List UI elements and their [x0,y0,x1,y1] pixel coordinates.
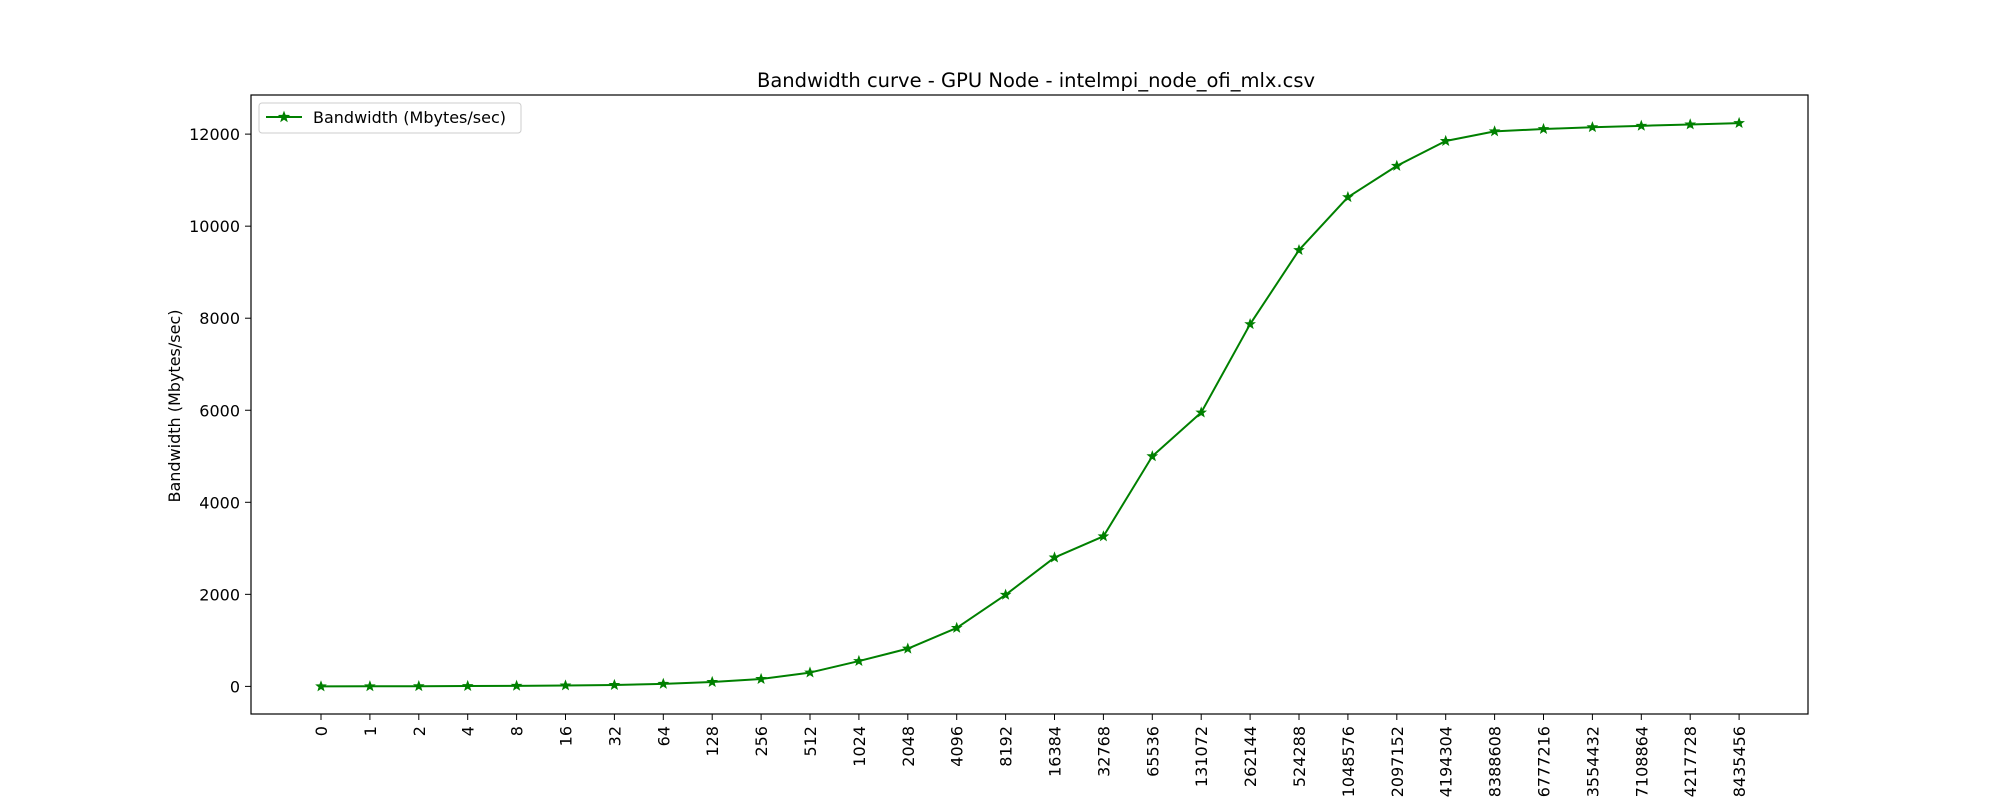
data-point [1635,119,1648,131]
x-tick-label: 8 [508,726,527,736]
data-point [1195,406,1208,418]
x-tick-label: 131072 [1192,726,1211,787]
x-tick-label: 32768 [1094,726,1113,777]
y-tick-label: 0 [230,677,240,696]
x-tick-label: 256 [752,726,771,757]
x-tick-label: 65536 [1143,726,1162,777]
data-point [1293,243,1305,256]
data-point [315,680,327,692]
x-tick-label: 2097152 [1388,726,1407,797]
data-point [461,679,474,692]
data-point [755,672,767,684]
legend-box [258,102,522,134]
data-point [412,680,425,692]
data-point [1684,118,1697,130]
x-tick-label: 1048576 [1339,726,1358,797]
legend: Bandwidth (Mbytes/sec) [258,102,522,134]
data-point [657,677,670,689]
x-tick-label: 4217728 [1681,726,1700,797]
y-tick-label: 4000 [199,493,240,512]
y-axis: 0 2000 4000 6000 8000 10000 12000 [189,125,251,696]
x-tick-label: 16 [557,726,576,746]
x-tick-label: 8192 [997,726,1016,767]
y-axis-label: Bandwidth (Mbytes/sec) [165,310,184,503]
series-line [320,122,1740,688]
x-tick-label: 7108864 [1632,726,1651,797]
x-axis: 0 1 2 4 8 16 32 64 128 256 512 1024 2048 4096 8192 1638… [312,714,1749,797]
data-point [364,680,376,692]
plot-area [250,94,1809,715]
x-tick-label: 4096 [948,726,967,767]
data-point [559,679,572,691]
data-point [901,642,914,654]
y-tick-label: 10000 [189,217,240,236]
x-tick-label: 3554432 [1583,726,1602,797]
data-point [1390,159,1403,171]
x-tick-label: 128 [703,726,722,757]
series-layer [315,116,1745,692]
y-tick-label: 2000 [199,585,240,604]
data-point [1733,116,1745,129]
y-tick-label: 12000 [189,125,240,144]
data-point [999,588,1012,600]
data-point [1146,450,1159,462]
x-tick-label: 524288 [1290,726,1309,787]
data-point [1244,318,1256,330]
x-tick-label: 64 [654,726,673,746]
data-point [608,678,621,690]
x-tick-label: 8435456 [1730,726,1749,797]
data-point [1342,191,1354,203]
legend-star-marker [277,110,291,123]
x-tick-label: 0 [312,726,331,736]
x-tick-label: 1 [361,726,380,736]
data-point [1097,530,1110,542]
data-point [1488,125,1501,137]
legend-label: Bandwidth (Mbytes/sec) [313,108,506,127]
x-tick-label: 2 [410,726,429,736]
data-point [1537,122,1550,135]
x-tick-label: 1024 [850,726,869,767]
x-tick-label: 16384 [1046,726,1065,777]
chart-title: Bandwidth curve - GPU Node - intelmpi_no… [757,69,1315,92]
data-point [510,679,523,691]
y-tick-label: 6000 [199,401,240,420]
data-point [1439,134,1452,146]
x-tick-label: 2048 [899,726,918,767]
data-point [1048,551,1061,563]
x-tick-label: 8388608 [1486,726,1505,797]
x-tick-label: 4 [459,726,478,736]
x-tick-label: 4194304 [1437,726,1456,797]
x-tick-label: 6777216 [1535,726,1554,797]
y-tick-label: 8000 [199,309,240,328]
data-point [804,666,816,678]
data-point [1586,121,1599,133]
x-tick-label: 262144 [1241,726,1260,787]
data-point [950,621,963,633]
data-point [853,654,865,667]
x-tick-label: 32 [605,726,624,746]
data-point [706,675,719,687]
x-tick-label: 512 [801,726,820,757]
